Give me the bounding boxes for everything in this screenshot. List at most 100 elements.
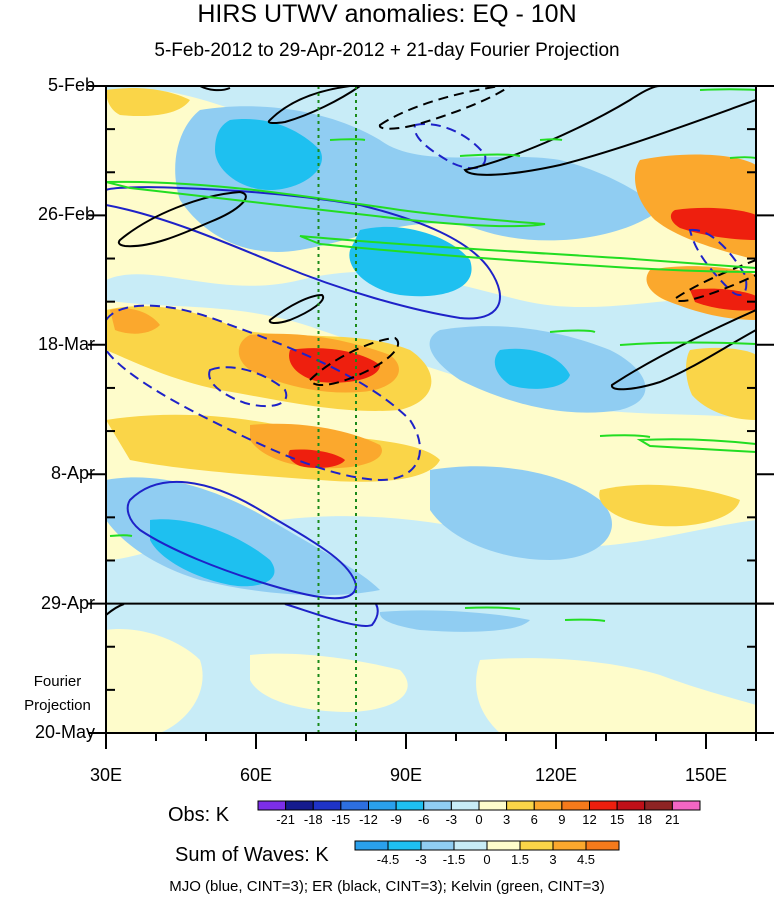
y-tick-label: 20-May: [34, 722, 95, 742]
obs-colorbar-swatch-2: [312, 800, 342, 811]
projection-blob-blue-1: [379, 610, 530, 632]
waves-colorbar-swatch-6: [552, 840, 587, 851]
anomaly-field: [106, 86, 756, 733]
x-tick-label: 90E: [389, 765, 423, 785]
waves-colorbar-tick-label: 3: [549, 852, 557, 867]
kelvin-contour-14: [699, 88, 756, 91]
mjo-contour-dashed-3: [413, 123, 487, 170]
projection-blob-yellow-3: [476, 658, 756, 733]
obs-colorbar-swatch-9: [506, 800, 535, 811]
obs-colorbar-swatch-14: [644, 800, 673, 811]
obs-colorbar-tick-label: 18: [637, 812, 652, 827]
kelvin-contour-9: [464, 606, 521, 610]
kelvin-contour-4: [636, 438, 756, 454]
obs-colorbar-swatch-11: [561, 800, 590, 811]
y-tick-label: 29-Apr: [40, 592, 95, 613]
projection-blob-yellow-1: [106, 629, 203, 733]
obs-colorbar-tick-label: 12: [582, 812, 597, 827]
waves-colorbar-tick-label: -3: [415, 852, 427, 867]
waves-colorbar-tick-label: -4.5: [376, 852, 400, 867]
obs-colorbar-swatch-7: [450, 800, 480, 811]
kelvin-contour-8: [599, 434, 651, 438]
obs-colorbar-swatch-3: [340, 800, 369, 811]
waves-colorbar-swatch-5: [519, 840, 554, 851]
waves-colorbar-swatch-4: [486, 840, 521, 851]
field-blob-red-3: [670, 207, 756, 240]
obs-colorbar-tick-label: -9: [390, 812, 402, 827]
legend-note: MJO (blue, CINT=3); ER (black, CINT=3); …: [169, 878, 605, 895]
er-contour-dashed-1: [308, 336, 400, 387]
obs-colorbar-swatch-5: [395, 800, 425, 811]
mjo-contour-3: [284, 603, 379, 627]
obs-colorbar-tick-label: -15: [331, 812, 351, 827]
waves-colorbar-swatch-3: [453, 840, 488, 851]
field-blob-orange-9: [599, 484, 740, 527]
obs-colorbar-tick-label: -12: [359, 812, 378, 827]
waves-colorbar-swatch-7: [585, 840, 620, 851]
obs-colorbar-tick-label: 9: [558, 812, 566, 827]
mjo-contour-dashed-1: [106, 304, 421, 482]
kelvin-contour-10: [564, 618, 606, 622]
kelvin-contour-7: [329, 138, 366, 141]
y-tick-label: 8-Apr: [50, 463, 95, 484]
mjo-contour-dashed-4: [688, 228, 748, 296]
field-blob-blue-3: [349, 226, 472, 297]
wave-contours: [106, 86, 756, 627]
field-blob-red-1: [289, 348, 380, 383]
er-contour-1: [117, 190, 247, 248]
waves-colorbar-swatch-1: [387, 840, 422, 851]
mjo-contour-1: [106, 186, 501, 320]
chart-title: HIRS UTWV anomalies: EQ - 10N: [197, 0, 577, 28]
obs-colorbar-tick-label: -18: [303, 812, 323, 827]
kelvin-contour-6: [459, 153, 521, 157]
obs-colorbar-tick-label: 21: [665, 812, 680, 827]
waves-colorbar-tick-label: 0: [483, 852, 491, 867]
obs-colorbar-swatch-1: [285, 800, 314, 811]
field-blob-blue-7: [150, 519, 275, 587]
obs-colorbar-swatch-8: [478, 800, 508, 811]
kelvin-contour-12: [729, 156, 756, 159]
field-blob-orange-4: [250, 423, 382, 469]
field-blob-orange-10: [686, 347, 756, 420]
waves-colorbar-swatch-2: [420, 840, 455, 851]
waves-colorbar-tick-label: 1.5: [510, 852, 530, 867]
obs-colorbar-swatch-10: [533, 800, 563, 811]
field-blob-orange-8: [110, 308, 160, 334]
mjo-contour-2: [126, 480, 358, 600]
field-blob-orange-7: [106, 88, 190, 117]
obs-colorbar-tick-label: -6: [417, 812, 430, 827]
waves-colorbar-swatch-0: [354, 840, 389, 851]
obs-colorbar-tick-label: 0: [475, 812, 483, 827]
kelvin-contour-5: [549, 329, 596, 333]
kelvin-contour-13: [539, 138, 563, 141]
obs-colorbar-tick-label: 6: [530, 812, 538, 827]
obs-colorbar-tick-label: 3: [503, 812, 511, 827]
obs-colorbar-tick-label: 15: [609, 812, 625, 827]
x-tick-label: 120E: [534, 765, 578, 785]
projection-label: Fourier Projection: [24, 673, 91, 714]
obs-colorbar-swatch-15: [671, 800, 701, 811]
mjo-contour-dashed-2: [208, 366, 288, 408]
x-tick-label: 60E: [239, 765, 273, 785]
er-contour-3: [268, 293, 325, 324]
obs-colorbar-swatch-6: [423, 800, 452, 811]
obs-colorbar-tick-label: -21: [276, 812, 296, 827]
waves-colorbar-title: Sum of Waves: K: [175, 844, 329, 866]
y-tick-label: 26-Feb: [37, 204, 95, 225]
obs-colorbar-swatch-4: [368, 800, 397, 811]
obs-colorbar-swatch-12: [589, 800, 618, 811]
y-tick-label: 18-Mar: [37, 333, 95, 354]
kelvin-contour-3: [619, 341, 756, 346]
obs-colorbar-swatch-13: [616, 800, 646, 811]
er-contour-dashed-3: [674, 258, 756, 303]
projection-blob-yellow-2: [250, 653, 408, 712]
y-tick-label: 5-Feb: [47, 75, 95, 95]
obs-colorbar-swatch-0: [257, 800, 287, 811]
kelvin-contour-1: [106, 180, 546, 228]
field-blob-blue-5: [494, 348, 570, 389]
obs-colorbar-title: Obs: K: [168, 804, 230, 826]
waves-colorbar-tick-label: 4.5: [576, 852, 596, 867]
kelvin-contour-2: [299, 235, 756, 274]
axes-overlay: [88, 85, 774, 851]
